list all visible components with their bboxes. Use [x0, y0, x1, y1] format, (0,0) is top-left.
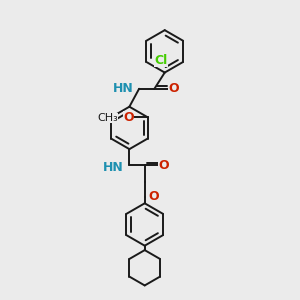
- Text: HN: HN: [103, 160, 124, 174]
- Text: O: O: [168, 82, 178, 95]
- Text: CH₃: CH₃: [98, 113, 118, 123]
- Text: Cl: Cl: [154, 54, 168, 67]
- Text: O: O: [149, 190, 159, 203]
- Text: O: O: [158, 159, 169, 172]
- Text: O: O: [123, 111, 134, 124]
- Text: HN: HN: [113, 82, 134, 95]
